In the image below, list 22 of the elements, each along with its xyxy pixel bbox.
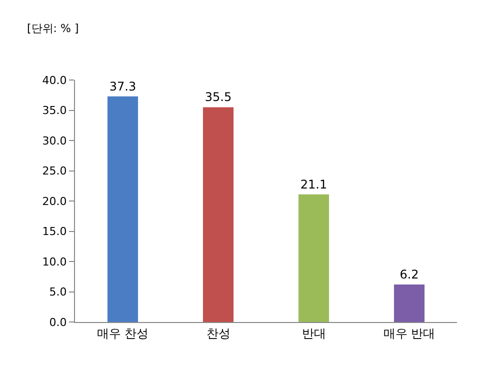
y-tick-label: 30.0 xyxy=(42,134,67,148)
bar xyxy=(394,284,425,322)
y-tick-label: 40.0 xyxy=(42,74,67,87)
y-tick-label: 10.0 xyxy=(42,255,67,268)
data-label: 6.2 xyxy=(400,267,419,282)
x-tick-label: 찬성 xyxy=(206,326,230,340)
text: [단위: % ] xyxy=(27,22,79,35)
y-tick-label: 35.0 xyxy=(42,104,67,118)
x-tick-label: 매우 찬성 xyxy=(96,326,149,340)
x-tick-label: 매우 반대 xyxy=(383,326,436,340)
data-label: 21.1 xyxy=(300,177,328,192)
y-tick-label: 25.0 xyxy=(42,164,67,178)
x-tick-label: 반대 xyxy=(302,326,326,340)
data-label: 37.3 xyxy=(109,79,136,94)
y-tick-label: 0.0 xyxy=(49,316,67,329)
bar xyxy=(298,194,330,322)
bar xyxy=(107,96,138,322)
bar xyxy=(202,107,234,322)
y-tick-label: 20.0 xyxy=(42,194,67,208)
data-label: 35.5 xyxy=(204,90,232,104)
y-tick-label: 5.0 xyxy=(49,286,67,299)
y-tick-label: 15.0 xyxy=(42,225,67,238)
